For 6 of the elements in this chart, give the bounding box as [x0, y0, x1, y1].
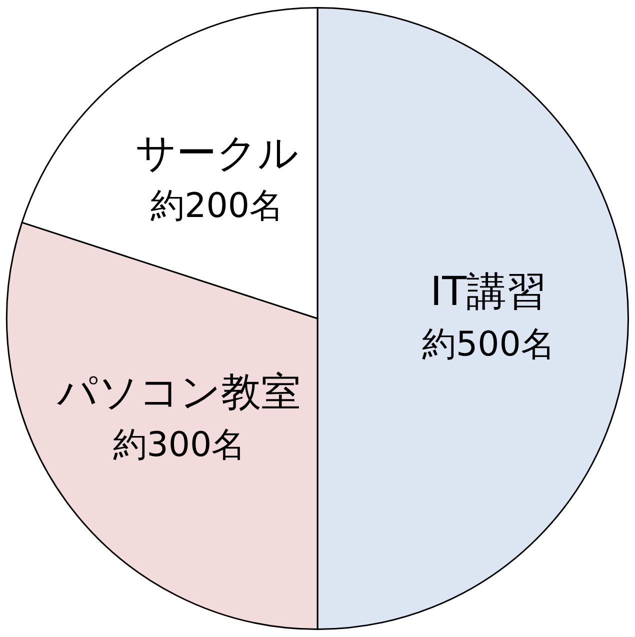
- slice-label: サークル: [136, 130, 299, 177]
- data-label: 約500名: [422, 324, 555, 364]
- data-label: 約300名: [112, 424, 246, 465]
- data-label: 約200名: [150, 186, 284, 226]
- slice-label: パソコン教室: [56, 369, 302, 416]
- slice-label: IT講習: [430, 268, 547, 315]
